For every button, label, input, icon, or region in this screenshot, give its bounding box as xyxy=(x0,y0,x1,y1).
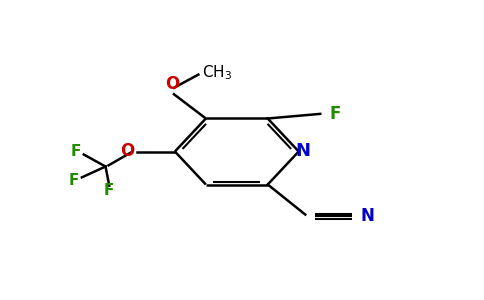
Text: O: O xyxy=(120,142,135,160)
Text: N: N xyxy=(361,207,374,225)
Text: F: F xyxy=(68,173,79,188)
Text: N: N xyxy=(296,142,311,160)
Text: CH$_3$: CH$_3$ xyxy=(202,63,232,82)
Text: O: O xyxy=(165,75,179,93)
Text: F: F xyxy=(71,144,81,159)
Text: F: F xyxy=(330,105,341,123)
Text: F: F xyxy=(104,183,114,198)
